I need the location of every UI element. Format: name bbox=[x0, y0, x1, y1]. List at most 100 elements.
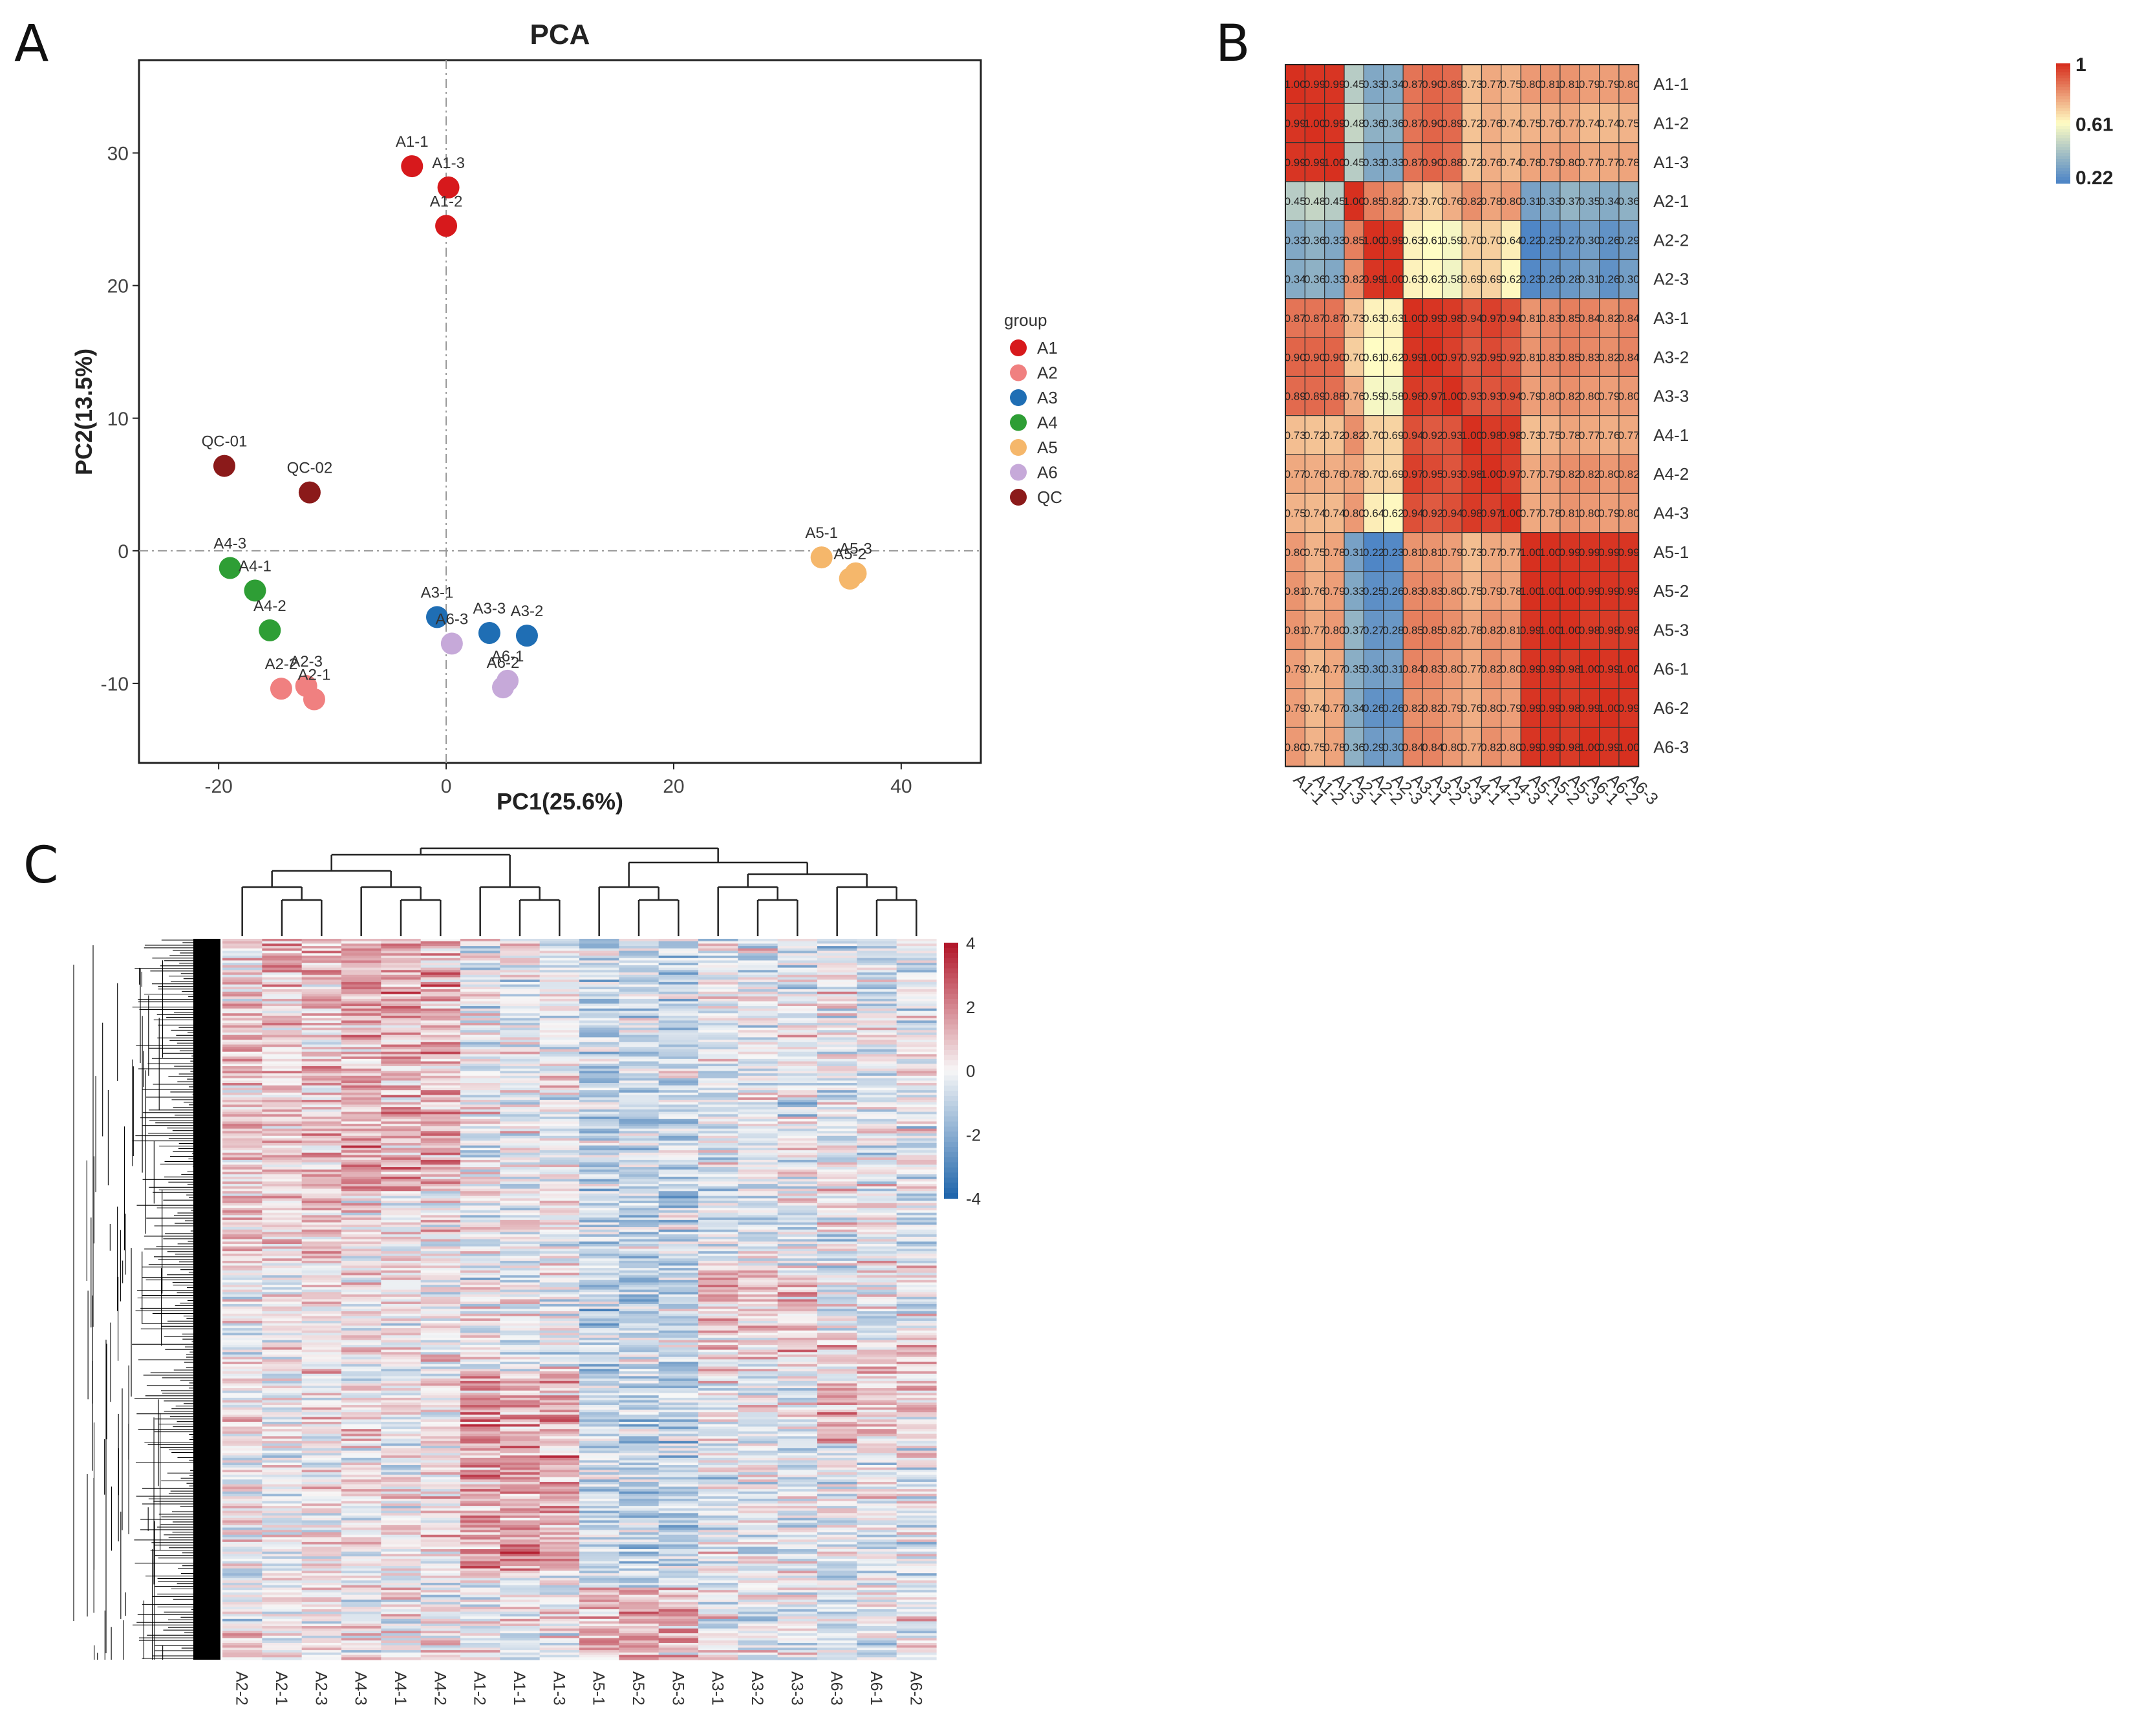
zscore-cell bbox=[777, 1323, 818, 1326]
zscore-cell bbox=[619, 1181, 659, 1184]
zscore-cell bbox=[579, 1373, 619, 1377]
zscore-cell bbox=[817, 1015, 857, 1019]
zscore-cell bbox=[539, 1376, 580, 1379]
zscore-cell bbox=[619, 1117, 659, 1120]
zscore-cell bbox=[896, 1417, 937, 1420]
zscore-cell bbox=[857, 1176, 897, 1180]
zscore-cell bbox=[619, 1222, 659, 1225]
corr-value: 1.00 bbox=[1304, 117, 1325, 129]
corr-value: 0.80 bbox=[1500, 195, 1521, 208]
zscore-cell bbox=[738, 1352, 778, 1355]
zscore-cell bbox=[420, 991, 461, 995]
zscore-cell bbox=[619, 1388, 659, 1391]
zscore-cell bbox=[857, 1179, 897, 1182]
zscore-cell bbox=[222, 1006, 263, 1009]
zscore-cell bbox=[381, 1345, 422, 1348]
zscore-cell bbox=[857, 1092, 897, 1096]
zscore-cell bbox=[698, 946, 738, 949]
zscore-cell bbox=[262, 1128, 303, 1131]
corr-value: 1.00 bbox=[1402, 312, 1424, 325]
zscore-cell bbox=[381, 1109, 422, 1113]
zscore-cell bbox=[262, 1316, 303, 1319]
zscore-cell bbox=[738, 1460, 778, 1463]
zscore-cell bbox=[817, 1097, 857, 1100]
zscore-cell bbox=[420, 1064, 461, 1067]
zscore-cell bbox=[539, 1011, 580, 1014]
zscore-cell bbox=[222, 1342, 263, 1345]
zscore-cell bbox=[619, 974, 659, 978]
zscore-cell bbox=[658, 1003, 699, 1007]
zscore-cell bbox=[698, 1006, 738, 1009]
zscore-cell bbox=[222, 1397, 263, 1401]
zscore-cell bbox=[539, 1460, 580, 1463]
zscore-cell bbox=[698, 1448, 738, 1452]
zscore-cell bbox=[896, 1289, 937, 1292]
zscore-cell bbox=[619, 1124, 659, 1127]
zscore-cell bbox=[381, 1032, 422, 1036]
zscore-cell bbox=[579, 1085, 619, 1089]
zscore-cell bbox=[301, 972, 342, 976]
zscore-cell bbox=[698, 1104, 738, 1108]
zscore-cell bbox=[262, 1066, 303, 1069]
zscore-cell bbox=[579, 1431, 619, 1435]
zscore-cell bbox=[857, 1085, 897, 1089]
zscore-cell bbox=[579, 1395, 619, 1398]
corr-value: 0.84 bbox=[1402, 663, 1424, 676]
zscore-cell bbox=[341, 1068, 381, 1072]
zscore-cell bbox=[777, 1287, 818, 1291]
zscore-cell bbox=[420, 1244, 461, 1247]
corr-cell bbox=[1363, 531, 1384, 572]
zscore-cell bbox=[619, 1470, 659, 1473]
zscore-cell bbox=[539, 1464, 580, 1468]
zscore-cell bbox=[460, 1225, 500, 1228]
zscore-cell bbox=[420, 1124, 461, 1127]
zscore-cell bbox=[539, 1328, 580, 1331]
zscore-cell bbox=[857, 1114, 897, 1117]
zscore-cell bbox=[777, 1464, 818, 1468]
zscore-cell bbox=[817, 974, 857, 978]
zscore-cell bbox=[817, 1472, 857, 1475]
zscore-cell bbox=[381, 1064, 422, 1067]
zscore-cell bbox=[658, 1042, 699, 1045]
zscore-cell bbox=[262, 1176, 303, 1180]
zscore-cell bbox=[341, 950, 381, 954]
zscore-cell bbox=[341, 1239, 381, 1242]
zscore-cell bbox=[262, 1203, 303, 1206]
zscore-cell bbox=[857, 1047, 897, 1050]
zscore-cell bbox=[698, 996, 738, 1000]
zscore-cell bbox=[222, 998, 263, 1002]
zscore-cell bbox=[738, 1383, 778, 1386]
zscore-cell bbox=[857, 1426, 897, 1430]
zscore-cell bbox=[460, 1073, 500, 1077]
zscore-cell bbox=[738, 1241, 778, 1245]
zscore-cell bbox=[460, 1191, 500, 1194]
zscore-cell bbox=[817, 1040, 857, 1043]
zscore-cell bbox=[341, 1477, 381, 1480]
zscore-cell bbox=[341, 1058, 381, 1062]
zscore-cell bbox=[817, 1464, 857, 1468]
zscore-cell bbox=[817, 1296, 857, 1300]
zscore-cell bbox=[262, 1494, 303, 1497]
zscore-cell bbox=[579, 1121, 619, 1124]
zscore-cell bbox=[658, 1191, 699, 1194]
zscore-cell bbox=[301, 1272, 342, 1276]
zscore-cell bbox=[857, 1124, 897, 1127]
zscore-cell bbox=[658, 1419, 699, 1422]
zscore-cell bbox=[817, 1383, 857, 1386]
zscore-cell bbox=[738, 1066, 778, 1069]
zscore-cell bbox=[460, 1142, 500, 1146]
zscore-cell bbox=[857, 1078, 897, 1081]
zscore-cell bbox=[619, 998, 659, 1002]
corr-value: 0.85 bbox=[1344, 234, 1365, 246]
zscore-cell bbox=[500, 1414, 541, 1418]
corr-cell bbox=[1363, 220, 1384, 261]
zscore-cell bbox=[301, 950, 342, 954]
zscore-cell bbox=[341, 1491, 381, 1495]
zscore-cell bbox=[222, 1013, 263, 1016]
zscore-cell bbox=[579, 1225, 619, 1228]
corr-value: 0.92 bbox=[1422, 429, 1443, 442]
zscore-cell bbox=[341, 1071, 381, 1074]
zscore-cell bbox=[738, 1234, 778, 1238]
zscore-cell bbox=[301, 1263, 342, 1267]
zscore-cell bbox=[539, 1302, 580, 1305]
